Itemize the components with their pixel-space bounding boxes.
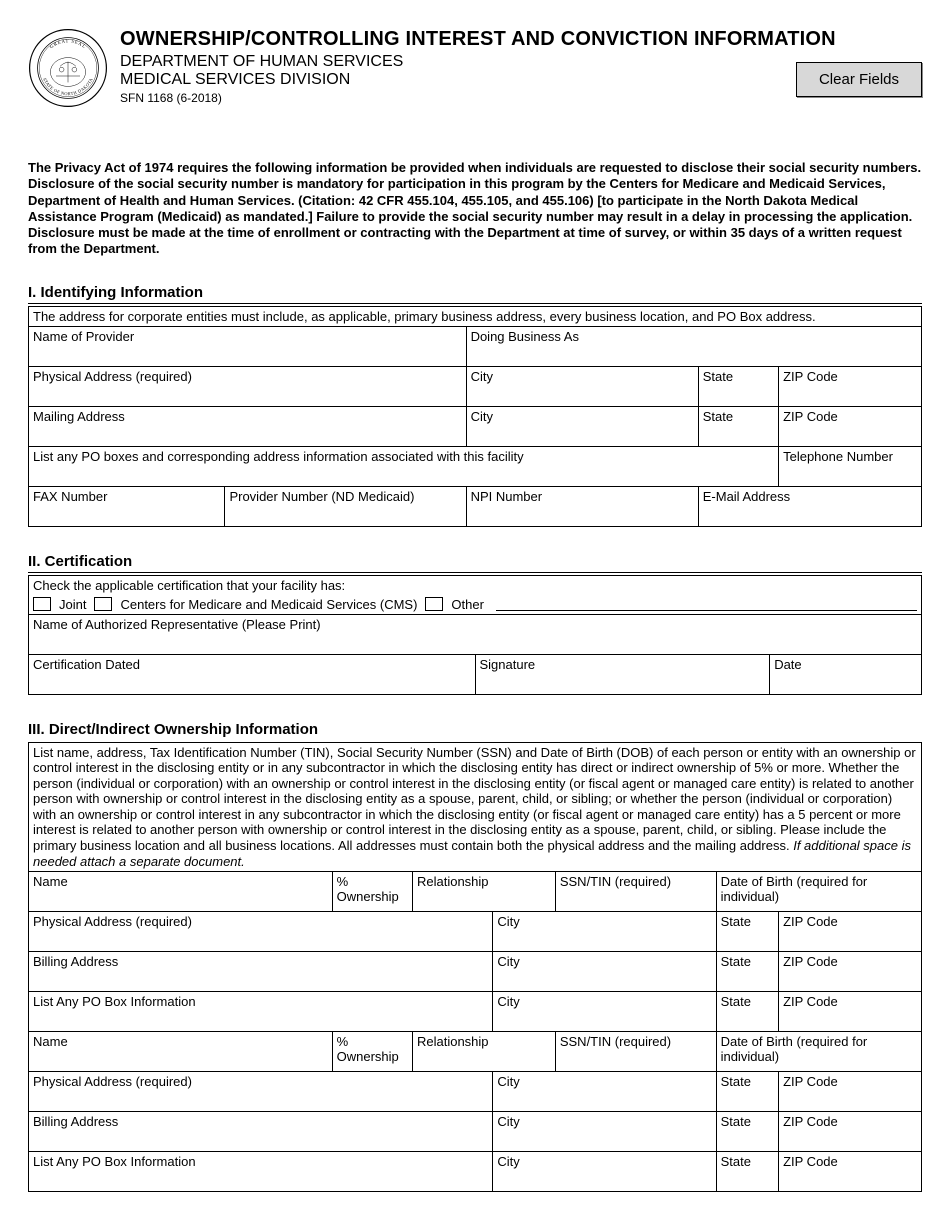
privacy-act-text: The Privacy Act of 1974 requires the fol… xyxy=(28,160,922,258)
field-mail-state[interactable]: State xyxy=(698,406,778,446)
field-owner2-po-state[interactable]: State xyxy=(716,1152,779,1192)
other-fill-line[interactable] xyxy=(496,597,917,611)
section-3-table: List name, address, Tax Identification N… xyxy=(28,742,922,1193)
field-owner1-ssn[interactable]: SSN/TIN (required) xyxy=(555,872,716,912)
field-owner1-po-city[interactable]: City xyxy=(493,992,716,1032)
label-cms: Centers for Medicare and Medicaid Servic… xyxy=(120,597,417,612)
field-signature[interactable]: Signature xyxy=(475,654,770,694)
section-1-table: The address for corporate entities must … xyxy=(28,306,922,527)
field-owner2-pct[interactable]: % Ownership xyxy=(332,1032,412,1072)
field-owner1-po-zip[interactable]: ZIP Code xyxy=(779,992,922,1032)
field-npi[interactable]: NPI Number xyxy=(466,486,698,526)
field-owner2-phys-zip[interactable]: ZIP Code xyxy=(779,1072,922,1112)
field-email[interactable]: E-Mail Address xyxy=(698,486,921,526)
checkbox-cms[interactable] xyxy=(94,597,112,611)
field-dba[interactable]: Doing Business As xyxy=(466,326,921,366)
field-owner1-pct[interactable]: % Ownership xyxy=(332,872,412,912)
field-owner1-po[interactable]: List Any PO Box Information xyxy=(29,992,493,1032)
field-cert-dated[interactable]: Certification Dated xyxy=(29,654,476,694)
field-owner1-bill-city[interactable]: City xyxy=(493,952,716,992)
field-owner1-bill-state[interactable]: State xyxy=(716,952,779,992)
field-telephone[interactable]: Telephone Number xyxy=(779,446,922,486)
label-other: Other xyxy=(451,597,484,612)
field-owner2-phys-city[interactable]: City xyxy=(493,1072,716,1112)
field-owner1-relationship[interactable]: Relationship xyxy=(412,872,555,912)
field-mail-city[interactable]: City xyxy=(466,406,698,446)
field-owner2-relationship[interactable]: Relationship xyxy=(412,1032,555,1072)
header: GREAT SEAL STATE OF NORTH DAKOTA OWNERSH… xyxy=(28,28,922,108)
field-zip[interactable]: ZIP Code xyxy=(779,366,922,406)
division-line: MEDICAL SERVICES DIVISION xyxy=(120,71,836,89)
field-owner1-po-state[interactable]: State xyxy=(716,992,779,1032)
field-auth-rep[interactable]: Name of Authorized Representative (Pleas… xyxy=(29,614,922,654)
state-seal-icon: GREAT SEAL STATE OF NORTH DAKOTA xyxy=(28,28,108,108)
department-line: DEPARTMENT OF HUMAN SERVICES xyxy=(120,53,836,71)
page-title: OWNERSHIP/CONTROLLING INTEREST AND CONVI… xyxy=(120,28,836,51)
section-1-title: I. Identifying Information xyxy=(28,284,922,304)
section-3-instructions: List name, address, Tax Identification N… xyxy=(29,742,922,872)
field-owner2-bill-addr[interactable]: Billing Address xyxy=(29,1112,493,1152)
field-city[interactable]: City xyxy=(466,366,698,406)
section-2-title: II. Certification xyxy=(28,553,922,573)
checkbox-other[interactable] xyxy=(425,597,443,611)
clear-fields-button[interactable]: Clear Fields xyxy=(796,62,922,97)
field-owner2-ssn[interactable]: SSN/TIN (required) xyxy=(555,1032,716,1072)
field-owner2-bill-city[interactable]: City xyxy=(493,1112,716,1152)
field-fax[interactable]: FAX Number xyxy=(29,486,225,526)
field-owner1-phys-state[interactable]: State xyxy=(716,912,779,952)
field-owner1-phys-city[interactable]: City xyxy=(493,912,716,952)
section-1-note: The address for corporate entities must … xyxy=(29,306,922,326)
field-po-boxes[interactable]: List any PO boxes and corresponding addr… xyxy=(29,446,779,486)
field-name-provider[interactable]: Name of Provider xyxy=(29,326,467,366)
form-number: SFN 1168 (6-2018) xyxy=(120,91,836,105)
field-owner1-dob[interactable]: Date of Birth (required for individual) xyxy=(716,872,921,912)
field-owner2-po-zip[interactable]: ZIP Code xyxy=(779,1152,922,1192)
field-mail-zip[interactable]: ZIP Code xyxy=(779,406,922,446)
field-mailing-address[interactable]: Mailing Address xyxy=(29,406,467,446)
field-owner2-bill-state[interactable]: State xyxy=(716,1112,779,1152)
field-owner2-name[interactable]: Name xyxy=(29,1032,333,1072)
field-owner2-dob[interactable]: Date of Birth (required for individual) xyxy=(716,1032,921,1072)
field-owner1-name[interactable]: Name xyxy=(29,872,333,912)
field-owner1-phys-addr[interactable]: Physical Address (required) xyxy=(29,912,493,952)
field-physical-address[interactable]: Physical Address (required) xyxy=(29,366,467,406)
svg-text:GREAT SEAL: GREAT SEAL xyxy=(49,39,86,50)
label-joint: Joint xyxy=(59,597,86,612)
field-owner2-phys-addr[interactable]: Physical Address (required) xyxy=(29,1072,493,1112)
field-owner2-phys-state[interactable]: State xyxy=(716,1072,779,1112)
field-state[interactable]: State xyxy=(698,366,778,406)
certification-options-cell: Check the applicable certification that … xyxy=(29,575,922,614)
field-owner2-po-city[interactable]: City xyxy=(493,1152,716,1192)
checkbox-joint[interactable] xyxy=(33,597,51,611)
field-owner1-phys-zip[interactable]: ZIP Code xyxy=(779,912,922,952)
section-2-table: Check the applicable certification that … xyxy=(28,575,922,695)
field-owner2-bill-zip[interactable]: ZIP Code xyxy=(779,1112,922,1152)
header-text: OWNERSHIP/CONTROLLING INTEREST AND CONVI… xyxy=(120,28,836,105)
field-provider-number[interactable]: Provider Number (ND Medicaid) xyxy=(225,486,466,526)
field-owner2-po[interactable]: List Any PO Box Information xyxy=(29,1152,493,1192)
field-date[interactable]: Date xyxy=(770,654,922,694)
field-owner1-bill-zip[interactable]: ZIP Code xyxy=(779,952,922,992)
field-owner1-bill-addr[interactable]: Billing Address xyxy=(29,952,493,992)
certification-check-line: Check the applicable certification that … xyxy=(33,578,917,593)
section-3-title: III. Direct/Indirect Ownership Informati… xyxy=(28,721,922,740)
